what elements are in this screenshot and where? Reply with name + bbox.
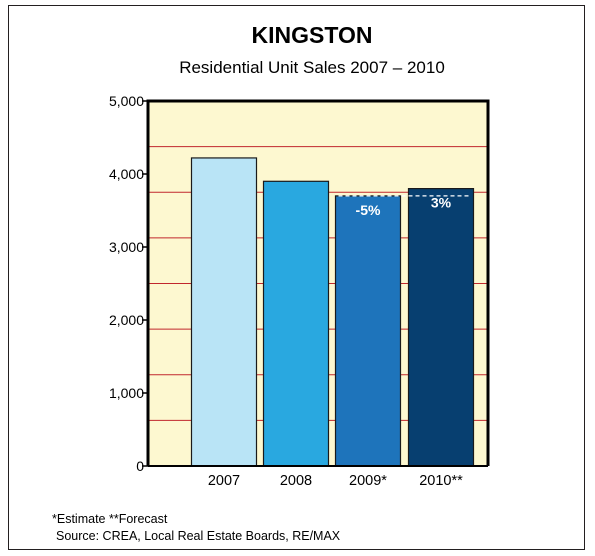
y-tick-label: 3,000 xyxy=(109,239,144,255)
axes: 0 1,000 2,000 3,000 4,000 5,000 xyxy=(109,93,490,474)
x-tick-label: 2007 xyxy=(208,473,240,489)
bar-2008 xyxy=(262,180,330,467)
y-tick-label: 2,000 xyxy=(109,312,144,328)
y-tick-label: 1,000 xyxy=(109,385,144,401)
estimate-note: *Estimate **Forecast xyxy=(52,512,168,526)
bar-label: -5% xyxy=(356,202,381,218)
x-tick-label: 2009* xyxy=(349,473,387,489)
bar-2009 xyxy=(334,195,402,467)
plot-frame xyxy=(146,99,490,466)
y-tick-label: 5,000 xyxy=(109,93,144,109)
bar-label: 3% xyxy=(431,195,452,211)
chart-title: KINGSTON xyxy=(252,22,373,48)
chart-frame xyxy=(8,5,585,550)
y-tick-label: 4,000 xyxy=(109,166,144,182)
bar-2010 xyxy=(407,188,475,467)
labels: 2007 2008 2009* 2010** -5% 3% xyxy=(208,195,463,489)
bar-2007 xyxy=(190,157,258,467)
x-tick-label: 2010** xyxy=(419,473,463,489)
chart-subtitle: Residential Unit Sales 2007 – 2010 xyxy=(179,58,445,77)
y-tick-label: 0 xyxy=(136,458,144,474)
bars xyxy=(190,157,475,467)
source-note: Source: CREA, Local Real Estate Boards, … xyxy=(56,529,341,543)
x-tick-label: 2008 xyxy=(280,473,312,489)
